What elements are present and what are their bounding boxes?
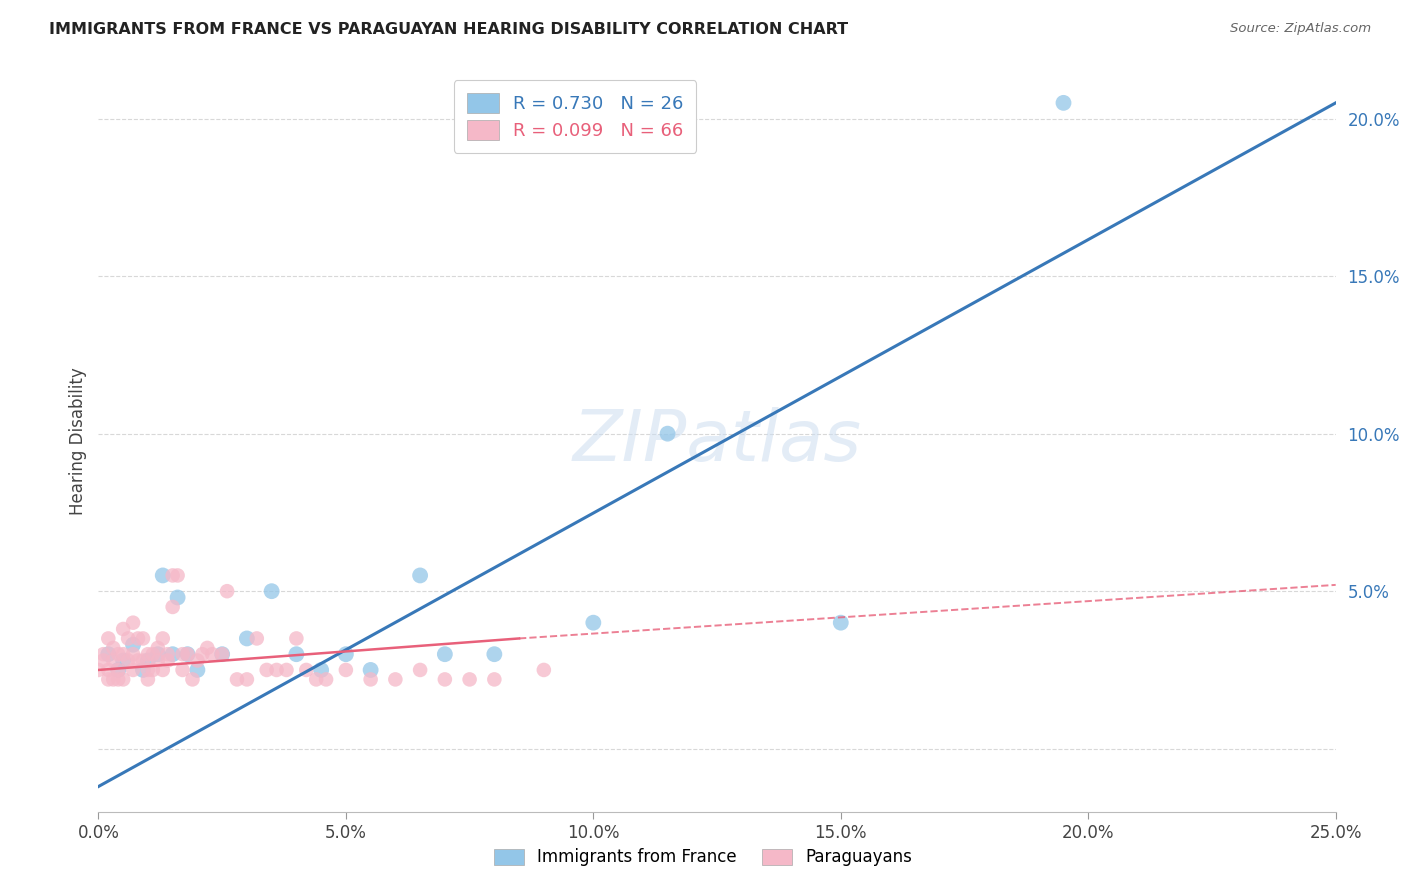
Point bbox=[127, 632, 149, 646]
Point bbox=[117, 653, 139, 667]
Point bbox=[87, 663, 110, 677]
Point bbox=[211, 647, 233, 661]
Point bbox=[433, 647, 456, 661]
Point bbox=[409, 568, 432, 582]
Point bbox=[305, 673, 328, 687]
Point bbox=[122, 647, 145, 661]
Point bbox=[97, 673, 120, 687]
Point bbox=[156, 653, 179, 667]
Point bbox=[315, 673, 337, 687]
Point bbox=[136, 663, 159, 677]
Point bbox=[458, 673, 481, 687]
Point bbox=[176, 647, 198, 661]
Point bbox=[122, 638, 145, 652]
Point bbox=[132, 653, 155, 667]
Point bbox=[162, 647, 184, 661]
Point bbox=[335, 663, 357, 677]
Point bbox=[117, 632, 139, 646]
Point bbox=[162, 568, 184, 582]
Point bbox=[285, 647, 308, 661]
Point bbox=[191, 647, 214, 661]
Point bbox=[136, 673, 159, 687]
Point bbox=[122, 615, 145, 630]
Point bbox=[122, 663, 145, 677]
Point bbox=[107, 673, 129, 687]
Point bbox=[136, 647, 159, 661]
Point bbox=[533, 663, 555, 677]
Y-axis label: Hearing Disability: Hearing Disability bbox=[69, 368, 87, 516]
Point bbox=[152, 663, 174, 677]
Point bbox=[103, 653, 125, 667]
Point bbox=[246, 632, 269, 646]
Point bbox=[172, 663, 194, 677]
Point bbox=[657, 426, 679, 441]
Point bbox=[1052, 95, 1074, 110]
Legend: Immigrants from France, Paraguayans: Immigrants from France, Paraguayans bbox=[485, 840, 921, 875]
Point bbox=[152, 632, 174, 646]
Point bbox=[132, 663, 155, 677]
Point bbox=[136, 653, 159, 667]
Point bbox=[107, 663, 129, 677]
Point bbox=[166, 591, 188, 605]
Point bbox=[156, 647, 179, 661]
Point bbox=[132, 632, 155, 646]
Point bbox=[266, 663, 288, 677]
Point bbox=[211, 647, 233, 661]
Point bbox=[112, 622, 135, 636]
Point bbox=[201, 647, 224, 661]
Point bbox=[181, 673, 204, 687]
Point bbox=[107, 663, 129, 677]
Point bbox=[195, 640, 218, 655]
Point bbox=[97, 632, 120, 646]
Point bbox=[112, 653, 135, 667]
Point bbox=[152, 568, 174, 582]
Text: ZIPatlas: ZIPatlas bbox=[572, 407, 862, 476]
Point bbox=[217, 584, 239, 599]
Point bbox=[142, 647, 165, 661]
Point bbox=[285, 632, 308, 646]
Point bbox=[335, 647, 357, 661]
Point bbox=[93, 653, 115, 667]
Point bbox=[112, 673, 135, 687]
Point bbox=[484, 673, 506, 687]
Point bbox=[484, 647, 506, 661]
Point bbox=[146, 653, 169, 667]
Point bbox=[256, 663, 278, 677]
Point bbox=[295, 663, 318, 677]
Point bbox=[409, 663, 432, 677]
Point bbox=[112, 647, 135, 661]
Point bbox=[360, 663, 382, 677]
Text: IMMIGRANTS FROM FRANCE VS PARAGUAYAN HEARING DISABILITY CORRELATION CHART: IMMIGRANTS FROM FRANCE VS PARAGUAYAN HEA… bbox=[49, 22, 848, 37]
Point bbox=[433, 673, 456, 687]
Point bbox=[176, 647, 198, 661]
Point bbox=[103, 640, 125, 655]
Point bbox=[276, 663, 298, 677]
Point bbox=[107, 647, 129, 661]
Point bbox=[260, 584, 283, 599]
Legend: R = 0.730   N = 26, R = 0.099   N = 66: R = 0.730 N = 26, R = 0.099 N = 66 bbox=[454, 80, 696, 153]
Point bbox=[146, 647, 169, 661]
Point bbox=[582, 615, 605, 630]
Point bbox=[360, 673, 382, 687]
Point bbox=[236, 673, 259, 687]
Point bbox=[146, 640, 169, 655]
Point bbox=[309, 663, 332, 677]
Point bbox=[93, 647, 115, 661]
Text: Source: ZipAtlas.com: Source: ZipAtlas.com bbox=[1230, 22, 1371, 36]
Point bbox=[384, 673, 406, 687]
Point bbox=[103, 673, 125, 687]
Point bbox=[127, 653, 149, 667]
Point bbox=[162, 599, 184, 614]
Point bbox=[236, 632, 259, 646]
Point bbox=[186, 653, 208, 667]
Point bbox=[97, 647, 120, 661]
Point bbox=[172, 647, 194, 661]
Point bbox=[97, 663, 120, 677]
Point bbox=[186, 663, 208, 677]
Point bbox=[166, 568, 188, 582]
Point bbox=[142, 663, 165, 677]
Point bbox=[226, 673, 249, 687]
Point bbox=[830, 615, 852, 630]
